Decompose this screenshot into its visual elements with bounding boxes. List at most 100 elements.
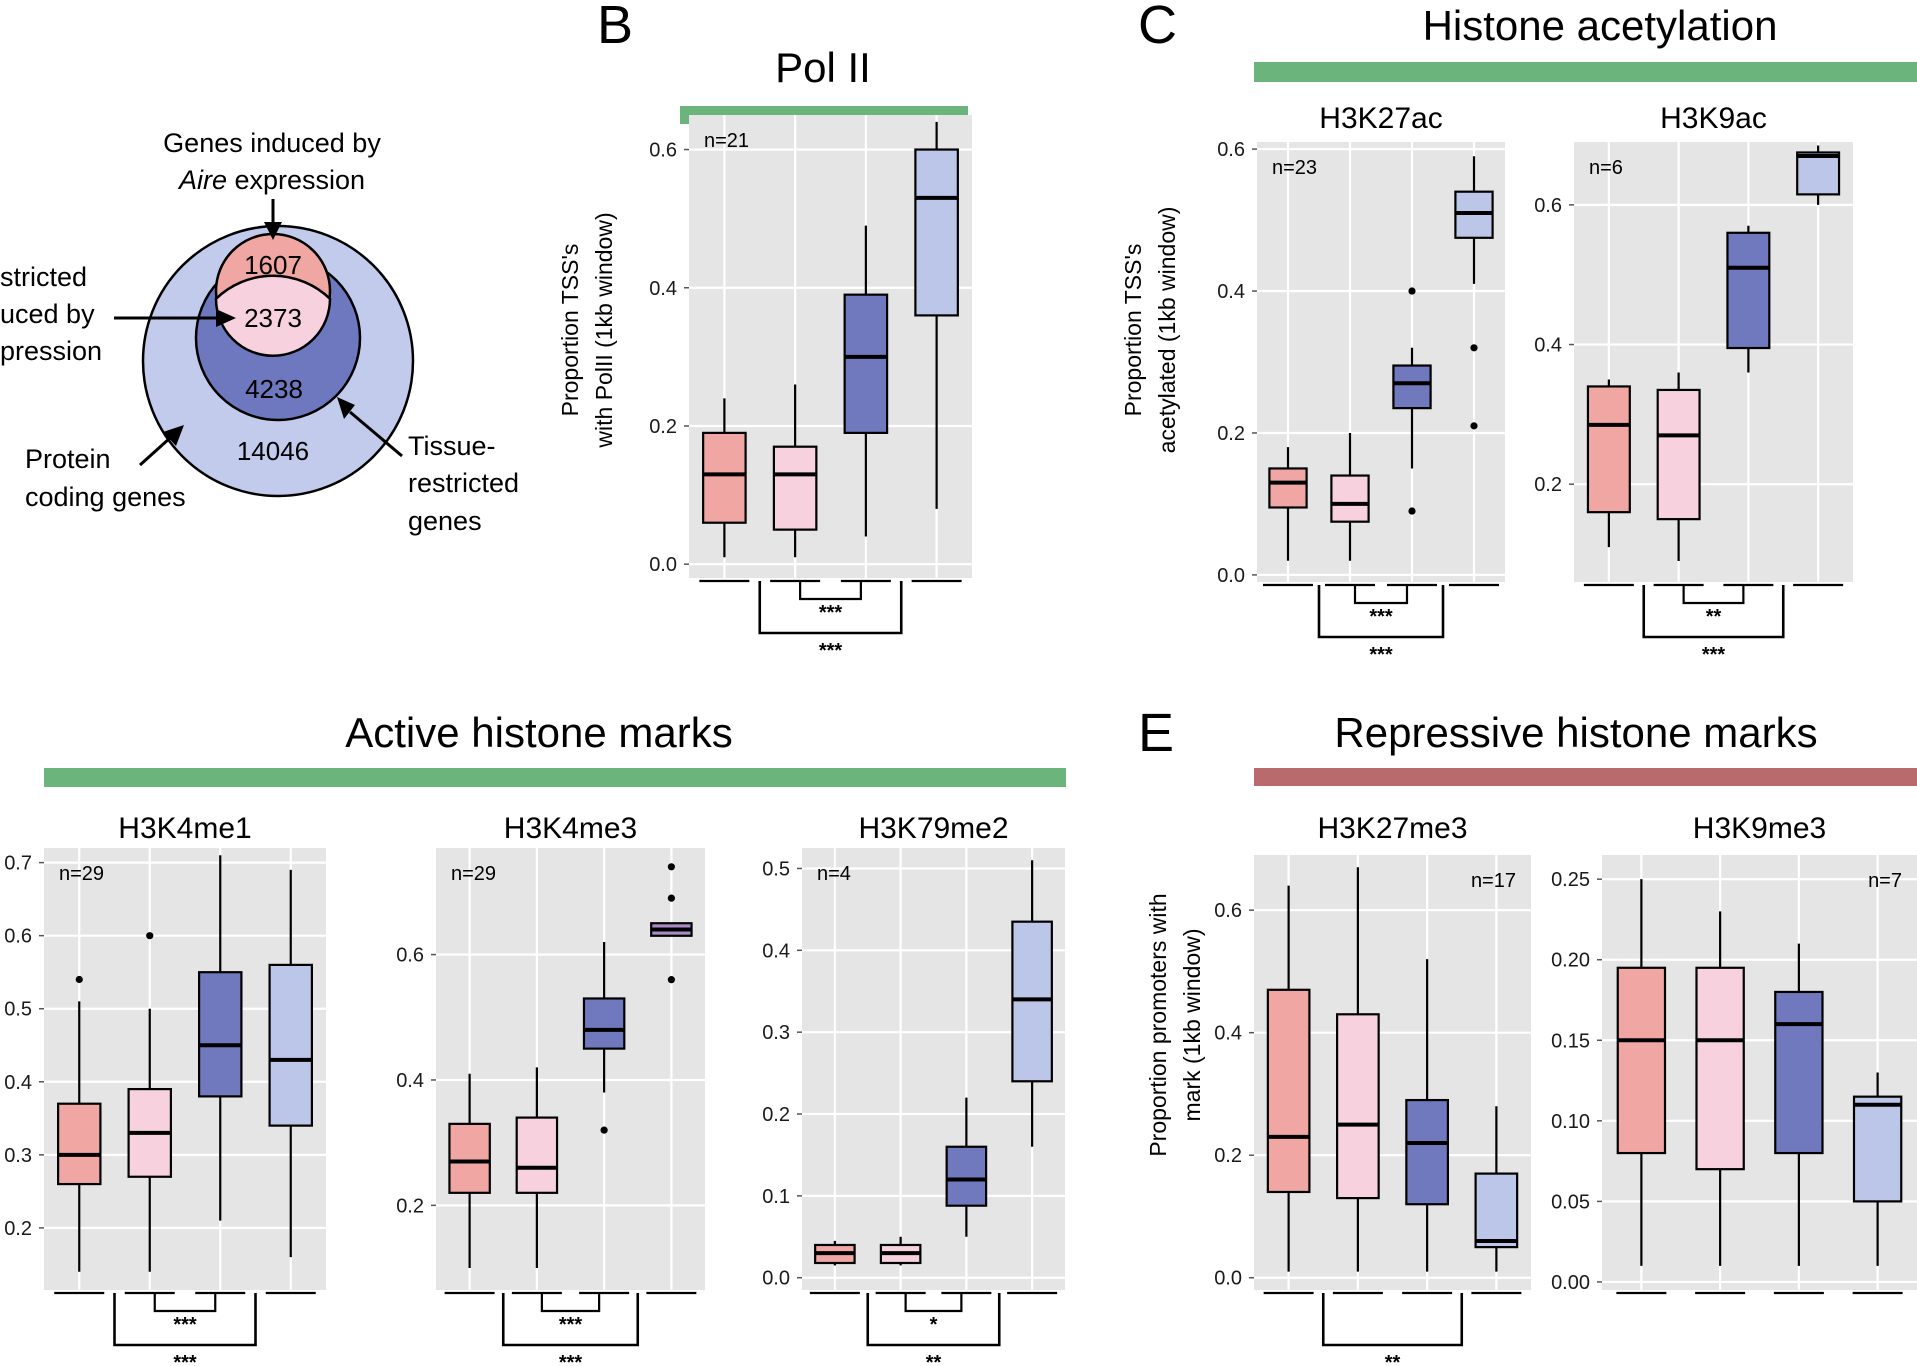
bracket-outer xyxy=(758,581,903,635)
box-group-2 xyxy=(1330,474,1370,523)
box-group-2 xyxy=(1695,966,1745,1171)
venn-diagram: 1607 2373 4238 14046 Genes induced by Ai… xyxy=(0,128,519,536)
significance-inner: *** xyxy=(819,602,843,624)
ylabel-acetylation: Proportion TSS's acetylated (1kb window) xyxy=(1120,207,1180,454)
y-tick-label: 0.2 xyxy=(762,1104,790,1126)
venn-arrowhead-aire xyxy=(264,222,282,240)
y-tick-label: 0.20 xyxy=(1551,950,1590,972)
y-tick-label: 0.2 xyxy=(396,1195,424,1217)
n-label: n=4 xyxy=(817,863,851,885)
venn-arrowhead-protein xyxy=(163,425,184,446)
box-outlier xyxy=(667,894,675,902)
venn-label-aire-line2: Aire expression xyxy=(177,165,365,195)
ylabel-pol2-line2: with PolII (1kb window) xyxy=(591,212,617,448)
box-group-3 xyxy=(1405,1098,1449,1206)
venn-label-left-3: pression xyxy=(0,336,102,366)
box-group-3 xyxy=(1774,990,1824,1155)
panel-title: H3K27ac xyxy=(1319,102,1442,135)
venn-label-aire-rest: expression xyxy=(227,165,365,195)
venn-label-left-2: uced by xyxy=(0,299,95,329)
significance-inner: ** xyxy=(1706,606,1722,628)
venn-label-aire: Genes induced by xyxy=(163,128,381,158)
n-label: n=7 xyxy=(1868,870,1902,892)
n-label: n=29 xyxy=(59,863,104,885)
box-group-2 xyxy=(1335,1013,1380,1200)
box-outlier xyxy=(1470,344,1478,352)
y-tick-label: 0.6 xyxy=(649,140,677,162)
bracket-outer xyxy=(501,1293,640,1347)
chart-h3k27me3: 0.0 0.2 0.4 0.6 n=17 H3K27me3 ** xyxy=(1214,812,1531,1366)
box-group-1 xyxy=(448,1122,491,1194)
box-group-2 xyxy=(772,445,818,531)
box-group-4 xyxy=(1011,920,1053,1083)
venn-label-protein-1: Protein xyxy=(25,444,111,474)
venn-count-overlap: 2373 xyxy=(244,303,302,333)
significance-outer: ** xyxy=(1385,1352,1401,1366)
chart-pol2: 0.0 0.2 0.4 0.6 n=21 *** *** xyxy=(649,115,972,662)
significance-brackets: *** xyxy=(809,1291,1058,1366)
panel-letter-e: E xyxy=(1138,703,1174,763)
significance-outer: *** xyxy=(819,640,843,662)
chart-h3k4me3: 0.2 0.4 0.6 n=29 H3K4me3 *** *** xyxy=(396,812,705,1366)
box-outlier xyxy=(1408,507,1416,515)
box-group-3 xyxy=(198,971,243,1098)
y-tick-label: 0.6 xyxy=(4,926,32,948)
box-group-4 xyxy=(1474,1172,1519,1249)
box-outlier xyxy=(146,932,154,940)
y-tick-label: 0.4 xyxy=(396,1070,424,1092)
significance-outer: *** xyxy=(1369,644,1393,666)
y-tick-label: 0.3 xyxy=(762,1022,790,1044)
y-tick-label: 0.0 xyxy=(762,1268,790,1290)
y-tick-label: 0.4 xyxy=(4,1072,32,1094)
significance-brackets: *** *** xyxy=(699,579,962,662)
bracket-inner xyxy=(540,1293,601,1313)
header-repressive: Repressive histone marks xyxy=(1334,709,1817,756)
y-tick-label: 0.4 xyxy=(1214,1023,1242,1045)
box-group-1 xyxy=(702,431,747,524)
significance-inner: *** xyxy=(1369,606,1393,628)
box-group-3 xyxy=(843,293,889,434)
y-tick-label: 0.6 xyxy=(396,945,424,967)
bracket-inner xyxy=(153,1293,217,1313)
venn-count-tissue: 4238 xyxy=(245,374,303,404)
y-tick-label: 0.2 xyxy=(649,416,677,438)
box-outlier xyxy=(667,863,675,871)
panel-title: H3K4me1 xyxy=(118,812,251,845)
y-tick-label: 0.2 xyxy=(1217,423,1245,445)
venn-count-protein: 14046 xyxy=(237,436,309,466)
n-label: n=21 xyxy=(704,130,749,152)
significance-brackets: *** *** xyxy=(1263,583,1499,666)
ylabel-repressive-line1: Proportion promoters with xyxy=(1145,893,1171,1156)
panel-background xyxy=(1574,142,1853,582)
box-group-3 xyxy=(1392,364,1432,410)
bracket-outer xyxy=(113,1293,257,1347)
significance-outer: ** xyxy=(926,1352,942,1366)
box-group-1 xyxy=(1616,966,1667,1155)
y-tick-label: 0.25 xyxy=(1551,869,1590,891)
venn-label-tissue-1: Tissue- xyxy=(408,431,496,461)
ylabel-acetylation-line2: acetylated (1kb window) xyxy=(1154,207,1180,454)
box-group-1 xyxy=(56,1102,102,1186)
significance-brackets: ***** xyxy=(1583,583,1844,666)
box-group-2 xyxy=(515,1116,559,1194)
significance-outer: *** xyxy=(1702,644,1726,666)
panel-letter-c: C xyxy=(1138,0,1177,55)
venn-arrowhead-tissue xyxy=(337,397,355,419)
bracket-inner xyxy=(1682,585,1745,605)
box-group-4 xyxy=(1852,1095,1903,1203)
box-outlier xyxy=(667,976,675,984)
box-group-1 xyxy=(1268,467,1308,509)
box-group-4 xyxy=(268,963,314,1127)
n-label: n=29 xyxy=(451,863,496,885)
venn-label-aire-italic: Aire xyxy=(177,165,227,195)
panel-title: H3K9me3 xyxy=(1693,812,1826,845)
bracket-outer xyxy=(866,1293,1001,1347)
box-group-3 xyxy=(945,1145,988,1207)
y-tick-label: 0.6 xyxy=(1534,195,1562,217)
y-tick-label: 0.7 xyxy=(4,853,32,875)
box-outlier xyxy=(1408,287,1416,295)
y-tick-label: 0.4 xyxy=(1534,335,1562,357)
box-group-3 xyxy=(582,997,626,1050)
bracket-outer xyxy=(1317,585,1445,639)
